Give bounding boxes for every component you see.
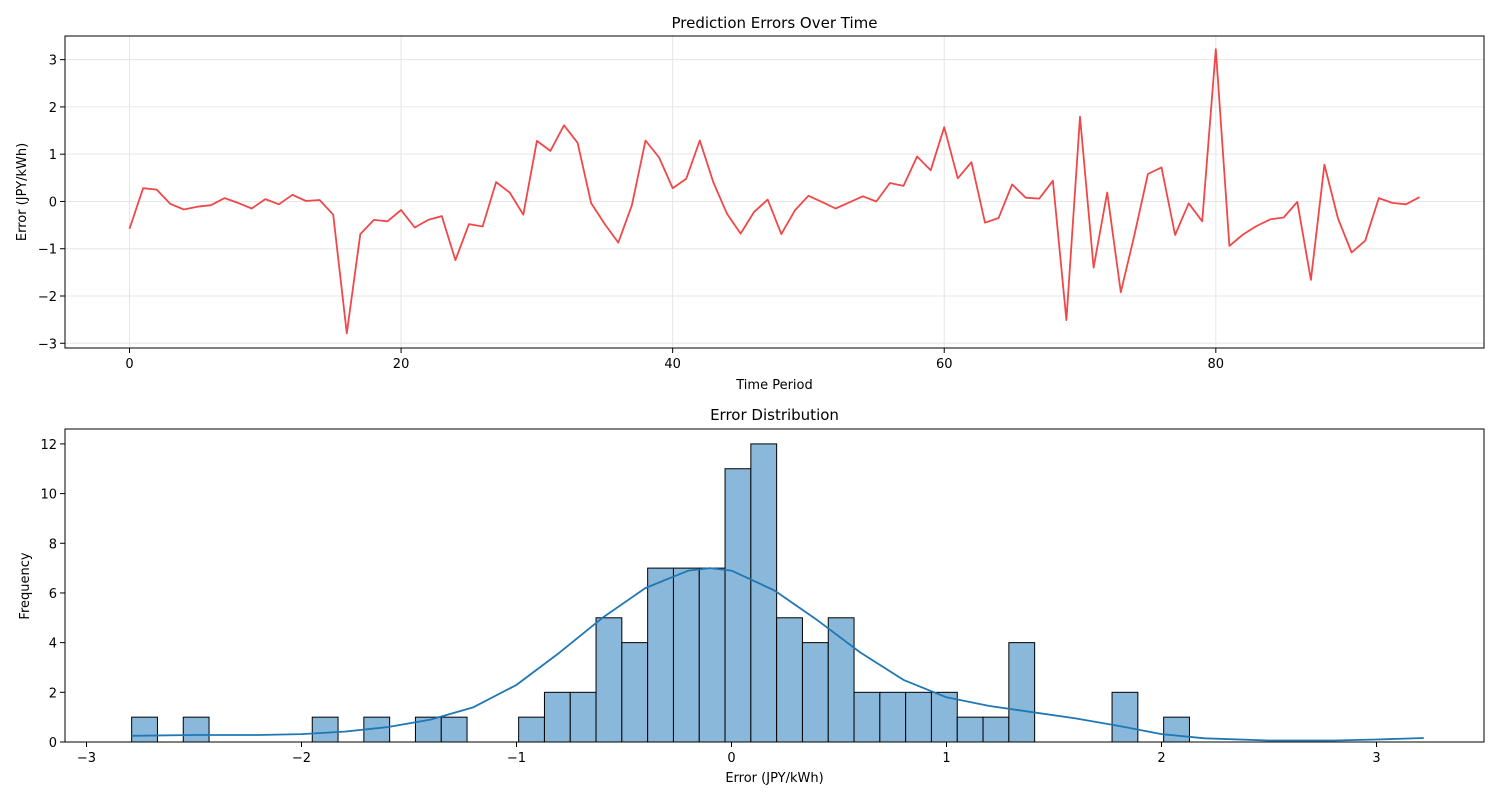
timeseries-y-tick-label: −2: [38, 290, 57, 305]
error-line: [128, 48, 1420, 335]
distribution-y-tick-label: 12: [40, 438, 57, 453]
distribution-y-tick-label: 6: [49, 587, 57, 602]
timeseries-x-tick-label: 20: [393, 357, 410, 372]
distribution-plot-frame: [64, 428, 1485, 743]
timeseries-y-tick-label: 3: [49, 54, 57, 69]
histogram-bar: [853, 691, 881, 743]
histogram-bar: [750, 443, 778, 743]
kde-curve: [131, 567, 1424, 742]
timeseries-plot-frame: [64, 35, 1485, 349]
histogram-bar: [827, 617, 855, 743]
timeseries-x-axis-label: Time Period: [735, 378, 812, 393]
histogram-bar: [518, 716, 545, 743]
distribution-y-tick-label: 4: [49, 637, 57, 652]
distribution-y-tick-label: 0: [49, 736, 57, 751]
timeseries-x-tick-label: 0: [125, 357, 133, 372]
timeseries-grid: [65, 36, 1484, 348]
histogram-bar: [982, 716, 1010, 743]
histogram-bar: [182, 716, 210, 743]
distribution-x-tick-label: −1: [507, 751, 526, 766]
distribution-y-axis-label: Frequency: [18, 552, 33, 619]
error-timeseries-chart: Prediction Errors Over Time 0 20 40 60 80−3−…: [15, 14, 1485, 393]
timeseries-x-tick-label: 60: [936, 357, 953, 372]
histogram-bar: [621, 642, 649, 743]
histogram-bar: [698, 567, 726, 743]
histogram-bar: [1111, 691, 1139, 743]
timeseries-y-tick-label: −3: [38, 337, 57, 352]
timeseries-y-tick-label: 0: [49, 195, 57, 210]
distribution-x-tick-label: −3: [77, 751, 96, 766]
histogram-bar: [131, 716, 158, 743]
timeseries-y-axis-label: Error (JPY/kWh): [15, 143, 30, 241]
distribution-x-tick-label: 1: [942, 751, 950, 766]
timeseries-series: [128, 48, 1420, 335]
distribution-x-tick-label: −2: [292, 751, 311, 766]
histogram-bar: [672, 567, 700, 743]
timeseries-x-tick-label: 40: [664, 357, 681, 372]
timeseries-y-tick-label: 1: [49, 148, 57, 163]
distribution-x-tick-label: 3: [1372, 751, 1380, 766]
histogram-bar: [647, 567, 674, 743]
histogram-bars: [131, 443, 1190, 743]
histogram-bar: [440, 716, 468, 743]
histogram-bar: [724, 468, 752, 743]
histogram-bar: [956, 716, 984, 743]
histogram-bar: [1008, 642, 1036, 743]
histogram-bar: [543, 691, 571, 743]
histogram-bar: [569, 691, 597, 743]
histogram-bar: [930, 691, 958, 743]
histogram-bar: [595, 617, 623, 743]
timeseries-x-tick-label: 80: [1208, 357, 1225, 372]
histogram-bar: [311, 716, 339, 743]
distribution-x-tick-label: 0: [727, 751, 735, 766]
distribution-y-tick-label: 2: [49, 686, 57, 701]
distribution-title: Error Distribution: [710, 406, 839, 424]
histogram-bar: [776, 617, 803, 743]
distribution-x-axis-label: Error (JPY/kWh): [725, 771, 823, 786]
histogram-bar: [801, 642, 829, 743]
timeseries-y-tick-label: −1: [38, 243, 57, 258]
kde-line: [131, 567, 1424, 742]
timeseries-y-tick-label: 2: [49, 101, 57, 116]
distribution-x-tick-label: 2: [1157, 751, 1165, 766]
timeseries-ticks: 0 20 40 60 80 −3 −2 −1 0 1 2 3: [38, 54, 1224, 372]
timeseries-title: Prediction Errors Over Time: [672, 14, 878, 32]
histogram-bar: [879, 691, 907, 743]
distribution-y-tick-label: 10: [40, 488, 57, 503]
distribution-y-tick-label: 8: [49, 537, 57, 552]
histogram-bar: [905, 691, 932, 743]
histogram-bar: [1163, 716, 1190, 743]
